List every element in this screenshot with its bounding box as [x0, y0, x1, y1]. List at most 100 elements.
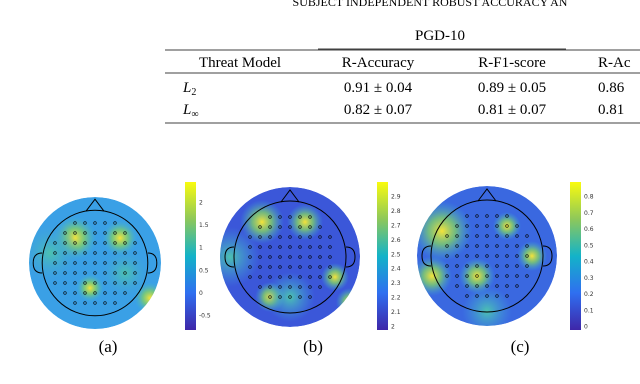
electrode	[525, 274, 529, 278]
electrode	[93, 271, 97, 275]
electrode	[455, 284, 459, 288]
electrode	[83, 261, 87, 265]
electrode	[103, 271, 107, 275]
map-blob	[102, 220, 138, 256]
nose	[477, 188, 497, 202]
electrode	[495, 284, 499, 288]
electrode	[308, 275, 312, 279]
electrode	[93, 241, 97, 245]
electrode	[103, 221, 107, 225]
electrode	[318, 285, 322, 289]
electrode	[83, 291, 87, 295]
cell: 0.91 ± 0.04	[344, 80, 413, 96]
colorbar-label: 0.1	[584, 307, 594, 314]
electrode	[495, 254, 499, 258]
colorbar-label: 2.3	[391, 280, 401, 287]
colorbar-label: 2.9	[391, 194, 401, 201]
colorbar-label: -0.5	[199, 313, 211, 320]
electrode	[495, 234, 499, 238]
electrode	[465, 274, 469, 278]
map-blob	[287, 204, 323, 240]
colorbar	[185, 182, 196, 330]
electrode	[318, 265, 322, 269]
electrode	[123, 231, 127, 235]
electrode	[495, 224, 499, 228]
map-blob	[493, 212, 521, 240]
electrode	[485, 224, 489, 228]
electrode	[123, 251, 127, 255]
electrode	[278, 295, 282, 299]
electrode	[103, 291, 107, 295]
electrode	[73, 231, 77, 235]
electrode	[73, 301, 77, 305]
electrode	[485, 234, 489, 238]
electrode	[495, 294, 499, 298]
electrode	[485, 254, 489, 258]
colorbar-label: 0.7	[584, 210, 594, 217]
electrode	[248, 275, 252, 279]
electrode	[248, 265, 252, 269]
electrode	[288, 255, 292, 259]
electrode	[475, 274, 479, 278]
electrode	[278, 245, 282, 249]
colorbar-label: 2	[199, 200, 203, 207]
electrode	[103, 261, 107, 265]
electrode	[525, 234, 529, 238]
electrode	[113, 281, 117, 285]
electrode	[318, 255, 322, 259]
electrode	[113, 241, 117, 245]
electrode	[475, 214, 479, 218]
electrode	[308, 225, 312, 229]
column-header: Threat Model	[199, 55, 281, 71]
colorbar-label: 0	[584, 324, 588, 331]
electrode	[268, 265, 272, 269]
electrode	[455, 244, 459, 248]
electrode	[278, 285, 282, 289]
electrode	[83, 301, 87, 305]
electrode	[248, 245, 252, 249]
colorbar-label: 2.8	[391, 208, 401, 215]
electrode	[103, 301, 107, 305]
ear	[421, 245, 432, 267]
electrode	[53, 281, 57, 285]
electrode	[298, 225, 302, 229]
electrode	[455, 234, 459, 238]
cell: 0.82 ± 0.07	[344, 102, 413, 118]
electrode	[495, 274, 499, 278]
colorbar-label: 2.1	[391, 309, 401, 316]
map-blob	[220, 227, 260, 287]
electrode	[113, 301, 117, 305]
electrode	[83, 251, 87, 255]
electrode	[258, 235, 262, 239]
electrode	[83, 241, 87, 245]
electrode	[73, 261, 77, 265]
electrode	[505, 284, 509, 288]
electrode	[123, 291, 127, 295]
electrode	[328, 275, 332, 279]
electrode	[298, 255, 302, 259]
electrode	[288, 225, 292, 229]
electrode	[83, 281, 87, 285]
map-blob	[336, 288, 360, 316]
colorbar-label: 0	[199, 290, 203, 297]
electrode	[258, 285, 262, 289]
electrode	[63, 261, 67, 265]
electrode	[103, 281, 107, 285]
electrode	[288, 275, 292, 279]
electrode	[328, 265, 332, 269]
electrode	[123, 261, 127, 265]
electrode	[475, 234, 479, 238]
electrode	[328, 255, 332, 259]
electrode	[298, 295, 302, 299]
electrode	[63, 271, 67, 275]
electrode	[113, 271, 117, 275]
map-blob	[265, 272, 315, 322]
electrode	[288, 245, 292, 249]
electrode	[475, 284, 479, 288]
table-group: PGD-10	[415, 28, 465, 44]
electrode	[278, 225, 282, 229]
nose	[85, 198, 105, 212]
colorbar-label: 0.2	[584, 291, 594, 298]
electrode	[475, 294, 479, 298]
